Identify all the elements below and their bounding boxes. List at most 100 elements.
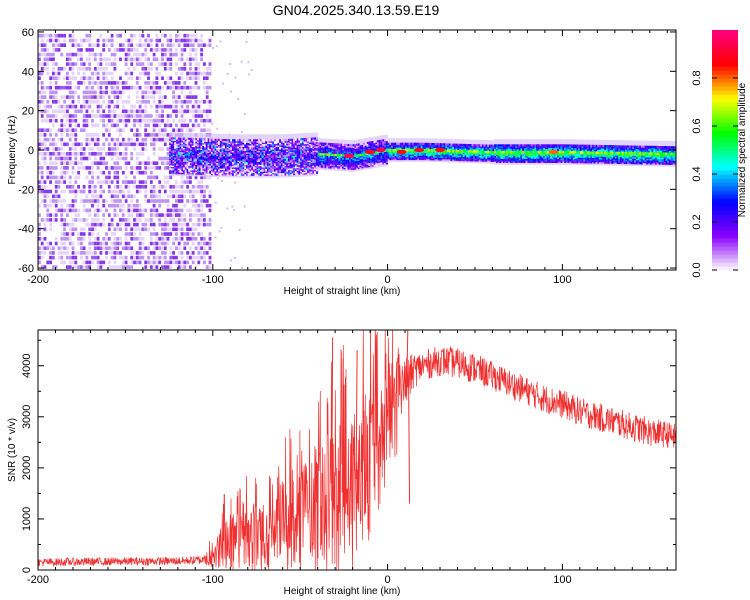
- heatmap-cell: [211, 122, 214, 125]
- heatmap-cell: [130, 85, 134, 90]
- heatmap-cell: [267, 168, 270, 171]
- heatmap-cell: [177, 137, 180, 140]
- heatmap-cell: [141, 180, 145, 184]
- heatmap-cell: [161, 48, 164, 52]
- heatmap-cell: [60, 213, 64, 217]
- heatmap-cell: [340, 154, 343, 157]
- heatmap-cell: [66, 133, 69, 137]
- heatmap-cell: [293, 160, 296, 163]
- heatmap-cell: [183, 81, 187, 85]
- heatmap-cell: [183, 139, 186, 142]
- heatmap-cell: [202, 150, 205, 153]
- heatmap-cell: [232, 148, 235, 151]
- heatmap-cell: [183, 218, 187, 222]
- heatmap-cell: [105, 166, 108, 170]
- heatmap-cell: [147, 81, 150, 85]
- heatmap-cell: [183, 166, 186, 169]
- heatmap-cell: [281, 165, 284, 168]
- heatmap-cell: [102, 270, 105, 274]
- heatmap-cell: [209, 159, 212, 162]
- heatmap-cell: [107, 48, 111, 52]
- heatmap-cell: [237, 151, 240, 154]
- heatmap-cell: [317, 161, 320, 164]
- heatmap-cell: [221, 151, 224, 154]
- heatmap-cell: [66, 81, 69, 85]
- heatmap-cell: [315, 162, 319, 165]
- heatmap-cell: [114, 270, 117, 274]
- heatmap-cell: [305, 166, 308, 169]
- heatmap-cell: [253, 148, 256, 151]
- heatmap-cell: [233, 256, 236, 259]
- heatmap-cell: [221, 140, 224, 143]
- heatmap-cell: [352, 159, 355, 162]
- heatmap-cell: [82, 147, 86, 151]
- heatmap-cell: [200, 251, 203, 255]
- heatmap-cell: [226, 140, 229, 143]
- heatmap-cell: [267, 146, 270, 149]
- heatmap-cell: [315, 151, 319, 154]
- heatmap-cell: [247, 153, 250, 156]
- heatmap-cell: [270, 172, 273, 175]
- heatmap-cell: [235, 141, 238, 145]
- heatmap-cell: [359, 153, 362, 157]
- heatmap-cell: [184, 172, 187, 175]
- heatmap-cell: [66, 95, 69, 99]
- heatmap-cell: [195, 140, 198, 143]
- heatmap-cell: [180, 175, 184, 180]
- heatmap-cell: [153, 270, 156, 274]
- heatmap-cell: [200, 152, 203, 155]
- heatmap-cell: [272, 157, 275, 160]
- heatmap-cell: [329, 143, 333, 146]
- heatmap-cell: [52, 100, 55, 104]
- heatmap-cell: [183, 95, 187, 99]
- heatmap-cell: [247, 170, 250, 174]
- heatmap-cell: [190, 155, 193, 158]
- heatmap-cell: [91, 222, 94, 227]
- heatmap-cell: [155, 43, 159, 47]
- heatmap-cell: [99, 81, 103, 85]
- heatmap-cell: [163, 213, 167, 217]
- heatmap-cell: [228, 154, 231, 157]
- heatmap-cell: [319, 153, 322, 156]
- heatmap-cell: [212, 171, 215, 174]
- heatmap-cell: [275, 155, 278, 158]
- heatmap-cell: [237, 148, 240, 151]
- heatmap-cell: [256, 169, 259, 172]
- heatmap-cell: [172, 237, 175, 241]
- heatmap-cell: [235, 146, 238, 149]
- heatmap-cell: [197, 255, 201, 260]
- heatmap-cell: [239, 146, 242, 149]
- heatmap-cell: [52, 265, 55, 269]
- heatmap-cell: [116, 137, 120, 142]
- heatmap-cell: [200, 171, 203, 174]
- heatmap-cell: [183, 143, 186, 146]
- heatmap-cell: [99, 185, 103, 189]
- heatmap-cell: [249, 143, 252, 146]
- heatmap-cell: [198, 150, 201, 153]
- heatmap-cell: [260, 148, 263, 151]
- heatmap-cell: [105, 71, 108, 76]
- heatmap-cell: [177, 85, 181, 90]
- heatmap-cell: [121, 194, 125, 199]
- heatmap-cell: [46, 118, 50, 123]
- heatmap-cell: [91, 81, 94, 85]
- heatmap-cell: [169, 251, 173, 255]
- heatmap-cell: [204, 161, 207, 164]
- heatmap-cell: [244, 173, 247, 176]
- heatmap-cell: [74, 218, 78, 222]
- heatmap-cell: [152, 194, 156, 199]
- heatmap-cell: [91, 185, 94, 189]
- heatmap-cell: [60, 156, 64, 161]
- heatmap-cell: [279, 164, 282, 167]
- heatmap-cell: [308, 148, 312, 151]
- heatmap-cell: [203, 43, 206, 47]
- heatmap-cell: [326, 156, 329, 159]
- heatmap-cell: [172, 218, 175, 222]
- heatmap-cell: [181, 170, 184, 173]
- heatmap-cell: [91, 85, 94, 90]
- heatmap-cell: [359, 162, 362, 165]
- heatmap-cell: [163, 189, 167, 194]
- heatmap-cell: [226, 147, 229, 150]
- heatmap-cell: [91, 232, 94, 236]
- heatmap-cell: [207, 172, 210, 176]
